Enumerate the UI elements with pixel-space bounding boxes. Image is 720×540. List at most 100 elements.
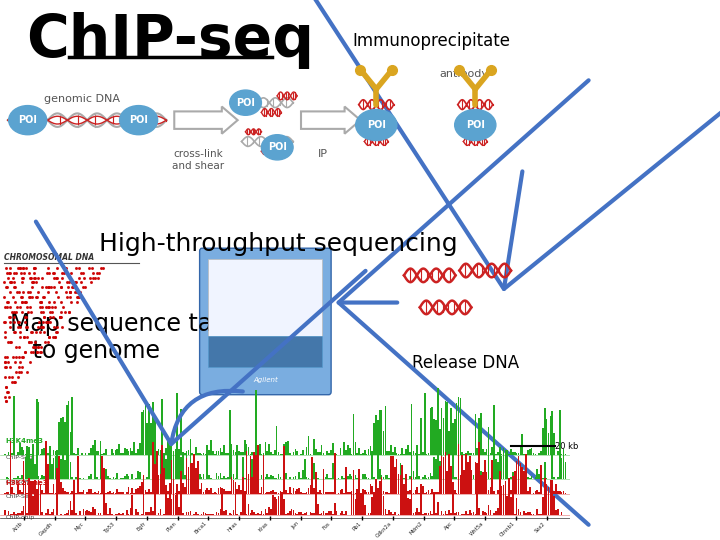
Bar bbox=[32, 496, 34, 515]
Bar bbox=[269, 444, 270, 455]
Bar bbox=[167, 448, 168, 455]
Bar bbox=[64, 460, 66, 479]
Bar bbox=[40, 478, 41, 479]
Bar bbox=[154, 420, 156, 455]
Bar bbox=[312, 512, 313, 515]
Bar bbox=[292, 489, 294, 494]
Bar bbox=[529, 478, 531, 479]
Bar bbox=[465, 511, 467, 515]
Bar bbox=[126, 449, 127, 455]
Bar bbox=[351, 476, 353, 479]
Bar bbox=[472, 512, 474, 515]
Bar bbox=[525, 454, 527, 455]
Bar bbox=[501, 456, 503, 479]
Bar bbox=[154, 438, 156, 479]
Bar bbox=[456, 512, 457, 515]
Bar bbox=[323, 469, 324, 494]
Bar bbox=[47, 453, 49, 455]
Bar bbox=[255, 514, 257, 515]
Bar bbox=[437, 492, 438, 494]
Bar bbox=[364, 490, 366, 494]
Bar bbox=[28, 478, 30, 515]
Bar bbox=[146, 492, 148, 494]
Bar bbox=[325, 492, 326, 494]
Bar bbox=[272, 495, 274, 515]
Bar bbox=[407, 446, 409, 455]
Bar bbox=[242, 477, 244, 515]
Bar bbox=[544, 408, 546, 455]
Bar bbox=[426, 513, 428, 515]
Bar bbox=[503, 492, 504, 494]
Bar bbox=[92, 493, 94, 494]
Bar bbox=[394, 467, 395, 494]
Bar bbox=[536, 490, 538, 494]
Bar bbox=[4, 510, 6, 515]
Bar bbox=[222, 452, 223, 455]
Bar bbox=[387, 475, 388, 479]
Bar bbox=[317, 492, 319, 494]
Bar bbox=[160, 453, 161, 455]
Bar bbox=[53, 450, 55, 455]
Bar bbox=[208, 336, 323, 367]
Bar bbox=[477, 489, 478, 515]
Bar bbox=[158, 475, 159, 494]
Text: Rb1: Rb1 bbox=[351, 521, 362, 532]
Bar bbox=[512, 476, 513, 515]
Text: CHROMOSOMAL DNA: CHROMOSOMAL DNA bbox=[4, 253, 94, 262]
Bar bbox=[98, 491, 99, 494]
Bar bbox=[420, 492, 422, 494]
Bar bbox=[353, 478, 354, 479]
Bar bbox=[512, 451, 513, 455]
Bar bbox=[373, 494, 375, 515]
Bar bbox=[561, 454, 562, 455]
Bar bbox=[124, 476, 125, 479]
Bar bbox=[321, 513, 323, 515]
Bar bbox=[118, 444, 120, 455]
Bar bbox=[422, 486, 423, 494]
Bar bbox=[235, 452, 236, 455]
Bar bbox=[377, 453, 379, 479]
Bar bbox=[544, 478, 546, 515]
Bar bbox=[9, 441, 12, 494]
Bar bbox=[499, 491, 500, 494]
Bar bbox=[186, 451, 187, 455]
Bar bbox=[345, 450, 347, 455]
Bar bbox=[377, 420, 379, 455]
Bar bbox=[437, 388, 438, 455]
Bar bbox=[188, 467, 189, 494]
Bar bbox=[36, 399, 37, 455]
Bar bbox=[114, 450, 116, 455]
Bar bbox=[287, 492, 289, 494]
Bar bbox=[99, 441, 102, 479]
Bar bbox=[362, 489, 364, 494]
Bar bbox=[270, 475, 272, 479]
Bar bbox=[255, 390, 257, 455]
Bar bbox=[292, 477, 294, 479]
Bar bbox=[433, 420, 435, 455]
Bar bbox=[83, 509, 84, 515]
Bar bbox=[264, 509, 266, 515]
Bar bbox=[111, 449, 112, 455]
Bar bbox=[462, 514, 463, 515]
Bar bbox=[495, 454, 497, 455]
Bar bbox=[474, 477, 476, 479]
Bar bbox=[328, 454, 330, 455]
Bar bbox=[210, 440, 212, 455]
Bar bbox=[372, 487, 373, 494]
Bar bbox=[118, 492, 120, 494]
Bar bbox=[480, 475, 482, 494]
Bar bbox=[216, 493, 217, 494]
Bar bbox=[37, 492, 40, 494]
Bar bbox=[58, 422, 60, 455]
Bar bbox=[321, 445, 323, 455]
Bar bbox=[261, 488, 263, 494]
Bar bbox=[525, 513, 527, 515]
Text: POI: POI bbox=[18, 115, 37, 125]
Bar bbox=[382, 491, 384, 494]
Bar bbox=[392, 476, 394, 479]
Bar bbox=[127, 514, 130, 515]
Bar bbox=[472, 475, 474, 479]
Bar bbox=[137, 471, 139, 479]
Bar bbox=[217, 513, 220, 515]
Bar bbox=[161, 399, 163, 455]
